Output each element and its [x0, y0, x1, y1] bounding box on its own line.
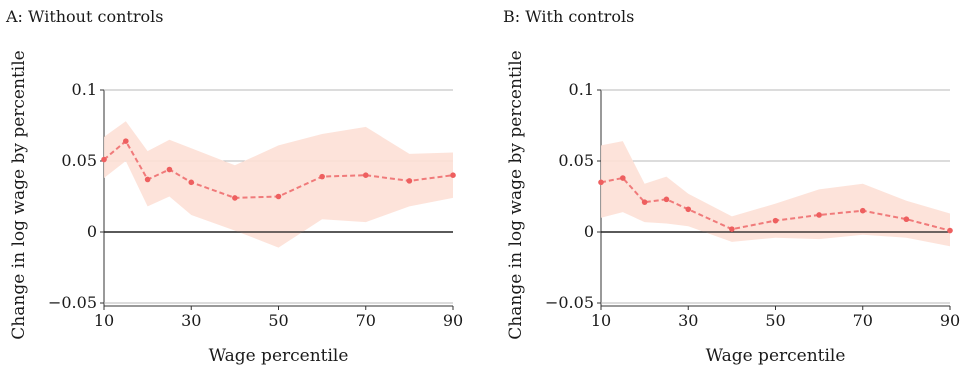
data-point [641, 199, 648, 205]
confidence-band [104, 121, 453, 248]
data-point [275, 193, 282, 200]
data-point [123, 138, 129, 144]
x-tick-label: 10 [591, 311, 611, 330]
data-point [188, 179, 195, 186]
x-axis-label: Wage percentile [706, 346, 846, 366]
x-tick-label: 50 [268, 311, 288, 330]
y-tick-label: −0.05 [48, 293, 97, 312]
y-tick-label: −0.05 [545, 293, 594, 312]
data-point [729, 226, 735, 232]
x-tick-label: 70 [356, 311, 376, 330]
x-tick-label: 30 [181, 311, 201, 330]
x-tick-label: 30 [678, 311, 698, 330]
data-point [406, 178, 413, 184]
data-point [859, 207, 866, 214]
data-point [362, 172, 369, 178]
data-point [450, 172, 456, 178]
panel-b-title: B: With controls [503, 7, 634, 26]
y-tick-label: 0.1 [72, 80, 97, 99]
data-point [232, 195, 238, 201]
y-tick-label: 0 [87, 222, 97, 241]
data-point [685, 206, 692, 213]
x-axis-label: Wage percentile [209, 346, 349, 366]
confidence-band [601, 141, 950, 247]
x-tick-label: 90 [443, 311, 463, 330]
x-tick-label: 50 [765, 311, 785, 330]
panel-a-title: A: Without controls [5, 7, 163, 26]
data-point [144, 176, 151, 183]
data-point [772, 217, 779, 224]
data-point [947, 227, 953, 234]
data-point [598, 179, 604, 186]
x-tick-label: 70 [853, 311, 873, 330]
data-point [166, 166, 173, 173]
y-tick-label: 0.05 [61, 151, 97, 170]
data-point [903, 216, 910, 223]
y-axis-label: Change in log wage by percentile [9, 50, 29, 339]
x-tick-label: 10 [94, 311, 114, 330]
y-tick-label: 0.05 [558, 151, 594, 170]
data-point [319, 173, 325, 180]
y-tick-label: 0.1 [569, 80, 594, 99]
y-tick-label: 0 [584, 222, 594, 241]
data-point [101, 156, 107, 163]
data-point [620, 175, 626, 181]
x-tick-label: 90 [940, 311, 960, 330]
data-point [816, 212, 822, 218]
data-point [663, 196, 670, 203]
y-axis-label: Change in log wage by percentile [506, 50, 526, 339]
